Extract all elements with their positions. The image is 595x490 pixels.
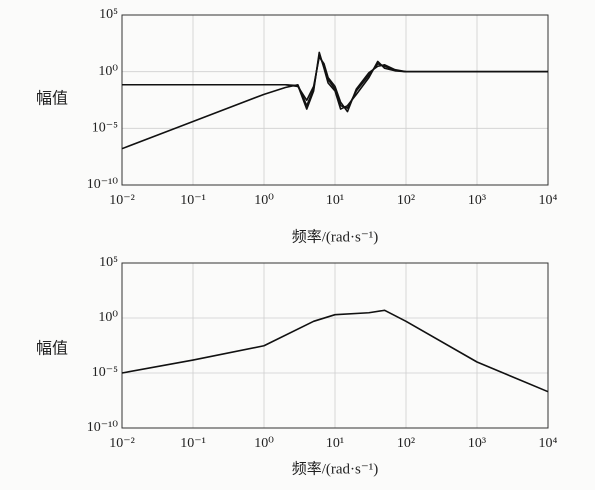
data-line — [121, 54, 548, 150]
y-tick-label: 10⁵ — [99, 255, 118, 270]
x-tick-label: 10⁴ — [539, 193, 558, 208]
x-tick-label: 10³ — [468, 193, 486, 208]
x-tick-label: 10⁻¹ — [180, 193, 206, 208]
y-tick-label: 10⁰ — [98, 310, 118, 325]
y-tick-label: 10⁰ — [98, 64, 118, 79]
x-tick-label: 10² — [397, 436, 415, 451]
data-line — [121, 309, 549, 393]
x-tick-label: 10⁰ — [254, 436, 274, 451]
x-tick-label: 10¹ — [326, 436, 344, 451]
x-tick-label: 10⁻² — [109, 193, 135, 208]
x-axis-label: 频率/(rad·s⁻¹) — [292, 228, 379, 245]
x-tick-label: 10³ — [468, 436, 486, 451]
x-tick-label: 10⁻¹ — [180, 436, 206, 451]
y-axis-label: 幅值 — [36, 340, 68, 358]
y-tick-label: 10⁻¹⁰ — [87, 420, 119, 435]
x-tick-label: 10¹ — [326, 193, 344, 208]
x-tick-label: 10⁰ — [254, 193, 274, 208]
y-tick-label: 10⁻⁵ — [92, 365, 118, 380]
x-tick-label: 10² — [397, 193, 415, 208]
y-axis-label: 幅值 — [36, 90, 68, 108]
y-tick-label: 10⁵ — [99, 7, 118, 22]
y-tick-label: 10⁻⁵ — [92, 121, 118, 136]
x-axis-label: 频率/(rad·s⁻¹) — [292, 460, 379, 477]
x-tick-label: 10⁻² — [109, 436, 135, 451]
plot-frame — [121, 14, 549, 186]
x-tick-label: 10⁴ — [539, 436, 558, 451]
data-line — [122, 56, 548, 113]
y-tick-label: 10⁻¹⁰ — [87, 177, 119, 192]
plot-frame — [121, 262, 549, 429]
